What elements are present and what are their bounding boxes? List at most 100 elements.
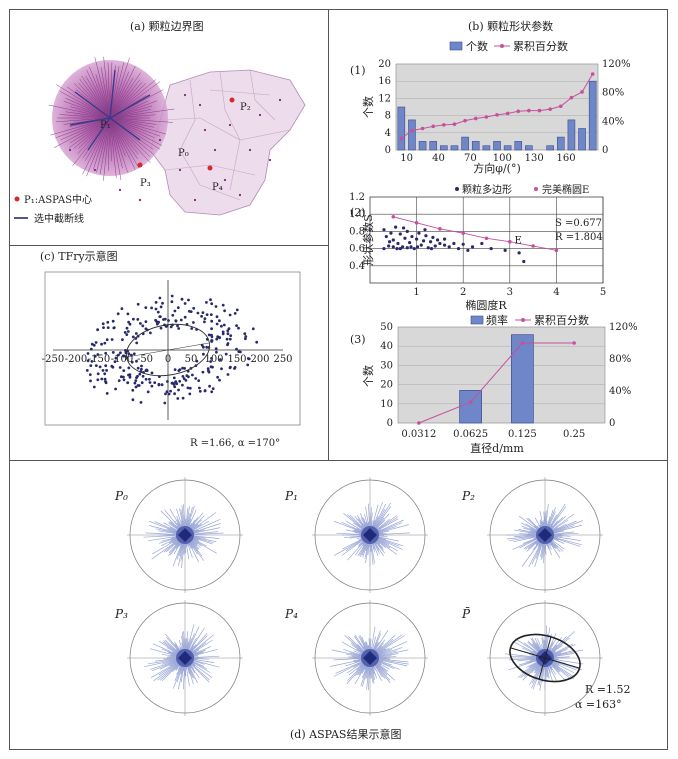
b1-bar [450,145,459,151]
b1-bar [418,141,427,151]
b2-point [452,241,456,246]
c-xtick: 50 [185,354,198,365]
c-xtick: 150 [227,354,246,365]
b2-point [438,241,442,246]
b2-point [456,247,461,251]
b1-y2tick: 40% [602,116,624,127]
c-point [171,313,175,317]
b1-legend-count: 个数 [466,40,488,53]
b1-xtick: 70 [464,153,477,164]
rose-diagram: P₄ [284,600,428,716]
b1-ytick: 20 [378,59,391,70]
c-point [144,306,148,309]
b1-bar [556,136,565,151]
b1-cumulative-point [548,107,552,111]
c-point [148,381,152,384]
b1-cumulative-point [399,136,404,141]
rose-label: P₃ [114,607,128,621]
b2-ellipse-point [438,227,442,231]
b3-ylabel: 个数 [362,365,375,387]
c-point [121,338,124,341]
c-point [194,377,198,380]
c-point [164,392,167,396]
c-point [229,334,233,337]
b1-cumulative-point [420,126,425,131]
b1-cumulative-point [527,108,531,113]
b2-point [395,247,399,251]
c-point [127,352,131,356]
b1-bar [408,119,416,151]
c-point [122,369,126,372]
b2-ytick: 0.8 [349,226,365,237]
c-point [111,351,115,354]
c-xtick: -50 [137,354,153,365]
c-point [178,379,182,383]
b2-ellipse-point [531,244,535,248]
c-point [187,298,190,302]
c-point [149,331,152,335]
rose-diagram: P̄ [461,600,603,716]
c-point [172,376,176,380]
b1-bar [397,106,406,151]
b2-point [442,237,447,241]
b2-ellipse-curve [393,216,557,251]
c-point [221,332,225,336]
c-point [205,301,208,304]
c-point [209,365,213,369]
c-point [160,383,164,387]
rose-label: P₄ [284,607,298,621]
c-point [233,312,237,315]
b2-point [396,241,400,246]
b1-bar [588,80,597,151]
c-point [215,315,219,319]
c-point [200,314,204,318]
rose-diagram: P₂ [461,477,603,593]
b2-point [391,238,395,242]
c-point [144,369,148,372]
c-point [122,378,126,382]
b3-xtick: 0.25 [563,429,585,440]
c-point [173,309,177,313]
c-point [179,318,183,322]
c-point [181,383,184,387]
c-point [104,380,107,383]
b1-xtick: 130 [525,153,544,164]
b2-point [409,245,413,249]
c-point [111,365,115,369]
panel-c-title: (c) TFry示意图 [40,249,118,263]
rose-diagram: P₁ [284,477,428,593]
c-point [182,377,186,380]
c-point [127,366,131,370]
b1-bar [546,145,554,151]
c-point [226,332,230,336]
c-point [153,381,157,384]
panel-d [9,460,668,750]
c-point [197,379,201,383]
c-point [125,333,129,336]
b2-legend-1: 颗粒多边形 [462,183,512,196]
c-point [165,390,169,394]
b2-point [417,231,421,235]
c-point [209,360,213,363]
c-point [169,325,173,329]
c-point [187,309,191,313]
b2-ytick: 1.0 [349,209,365,220]
c-point [119,351,122,355]
c-point [218,319,221,323]
b3-cumulative-point [417,421,421,425]
c-point [170,300,174,304]
c-point [201,370,205,374]
b2-point [522,259,526,264]
c-point [94,364,98,367]
b2-point [423,228,427,232]
b2-point [405,229,409,233]
c-point [139,401,143,404]
b2-point [387,240,392,244]
b2-point [428,240,433,244]
b1-cumulative-point [473,116,478,121]
b2-point [419,243,423,247]
b1-bar [461,136,469,151]
c-point [166,380,169,383]
b3-xlabel: 直径d/mm [470,441,524,455]
b2-point [398,247,402,251]
